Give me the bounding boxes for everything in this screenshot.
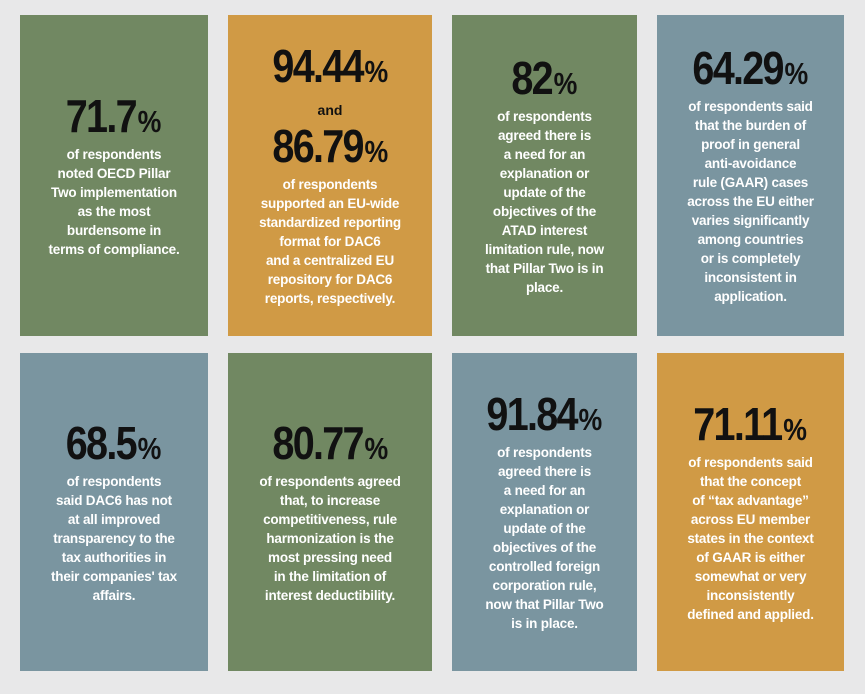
stat-description: of respondents said that the concept of “t… [687, 454, 814, 622]
stat-card-gaar-burden: 64.29% of respondents said that the burde… [657, 15, 844, 336]
stat-description: of respondents agreed there is a need for … [484, 108, 604, 295]
stat-card-cfc-rule: 91.84% of respondents agreed there is a ne… [452, 353, 637, 671]
stat-card-tax-advantage: 71.11% of respondents said that the conce… [657, 353, 844, 671]
stat-card-dac6-reporting: 94.44% and 86.79% of respondents supporte… [228, 15, 432, 336]
stat-value: 91.84% [486, 388, 603, 440]
stat-description: of respondents agreed that, to increase co… [259, 473, 401, 603]
stat-description: of respondents said that the burden of pro… [687, 99, 814, 304]
stat-card-pillar-two-burden: 71.7% of respondents noted OECD Pillar Two… [20, 15, 208, 336]
stat-value: 80.77% [272, 416, 388, 469]
stat-value: 82% [511, 51, 578, 104]
stat-card-atad-interest: 82% of respondents agreed there is a need … [452, 15, 637, 336]
stat-value: 71.7% [66, 89, 162, 142]
stat-value: 68.5% [66, 416, 162, 469]
stat-description: of respondents noted OECD Pillar Two imple… [48, 146, 180, 257]
conjunction-label: and [317, 102, 343, 118]
stat-description: of respondents agreed there is a need for … [485, 445, 604, 631]
stat-value: 71.11% [693, 397, 808, 450]
stat-value: 64.29% [692, 42, 809, 94]
stat-value: 94.44% [272, 40, 388, 92]
stat-value-secondary: 86.79% [272, 120, 388, 172]
stat-card-dac6-transparency: 68.5% of respondents said DAC6 has not at … [20, 353, 208, 671]
stat-description: of respondents said DAC6 has not at all im… [50, 473, 177, 603]
stat-card-rule-harmonization: 80.77% of respondents agreed that, to inc… [228, 353, 432, 671]
stat-description: of respondents supported an EU-wide standa… [259, 177, 401, 306]
